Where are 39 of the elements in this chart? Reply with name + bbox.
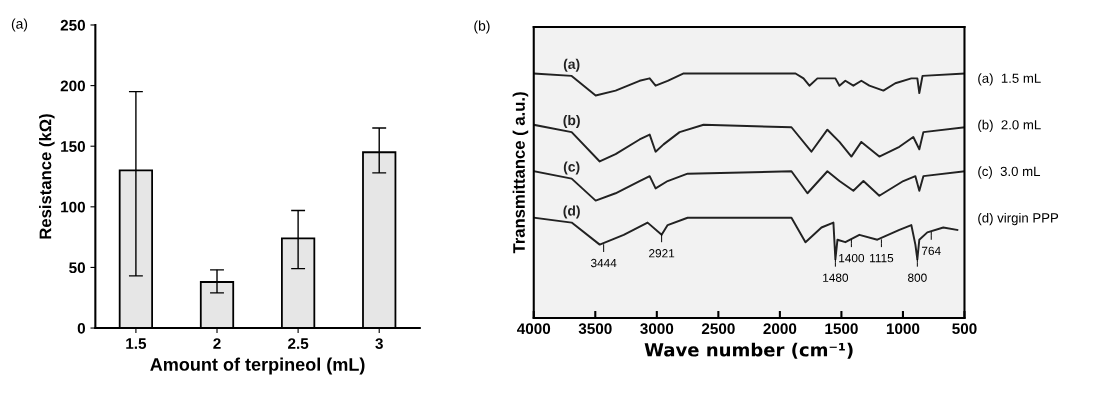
text: (d) virgin PPP xyxy=(978,212,1059,226)
x-tick-label: 500 xyxy=(952,323,977,335)
x-tick-label: 2.5 xyxy=(288,338,309,349)
y-tick-label: 100 xyxy=(61,201,86,213)
x-tick-label: 3000 xyxy=(640,323,674,335)
x-tick-label: 1.5 xyxy=(126,338,147,349)
x-tick-label: 2 xyxy=(213,338,221,349)
x-tick-label: 4000 xyxy=(516,323,551,335)
annotation: 764 xyxy=(922,246,941,255)
x-tick-label: 2000 xyxy=(763,323,797,335)
annotation: 800 xyxy=(908,273,927,282)
y-tick-label: 50 xyxy=(69,262,86,274)
annotation: 2921 xyxy=(649,249,675,258)
chart-title: (b) xyxy=(474,20,490,34)
x-axis-title: Amount of terpineol (mL) xyxy=(150,357,365,375)
series-label: (c) xyxy=(563,161,580,175)
y-tick-label: 250 xyxy=(60,19,86,31)
y-axis-title: Transmittance ( a.u.) xyxy=(512,92,529,254)
annotation: 1115 xyxy=(870,254,894,263)
x-tick-label: 1500 xyxy=(825,323,858,335)
text: (b) 2.0 mL xyxy=(978,119,1041,133)
annotation: 1400 xyxy=(839,253,865,263)
series-label: (d) xyxy=(563,205,580,219)
x-axis-title: Wave number (cm⁻¹) xyxy=(644,342,853,359)
series-label: (a) xyxy=(563,58,580,72)
x-tick-label: 3500 xyxy=(578,323,612,335)
y-tick-label: 200 xyxy=(60,80,86,92)
annotation: 3444 xyxy=(590,258,617,268)
x-tick-label: 2500 xyxy=(701,323,735,335)
x-tick-label: 1000 xyxy=(886,323,920,335)
annotation: 1480 xyxy=(823,273,849,282)
x-tick-label: 3 xyxy=(375,338,383,350)
y-tick-label: 150 xyxy=(61,141,86,152)
text: (a) 1.5 mL xyxy=(978,73,1041,86)
series-label: (b) xyxy=(563,115,580,128)
text: (c) 3.0 mL xyxy=(978,166,1041,179)
y-axis-title: Resistance (kΩ) xyxy=(39,114,55,239)
y-tick-label: 0 xyxy=(77,322,85,334)
chart-title: (a) xyxy=(11,18,28,32)
